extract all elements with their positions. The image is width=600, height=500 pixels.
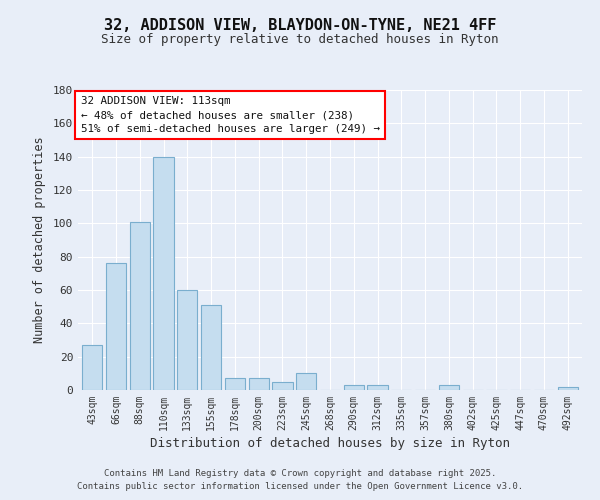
Text: Size of property relative to detached houses in Ryton: Size of property relative to detached ho… <box>101 32 499 46</box>
Bar <box>225 378 245 390</box>
Y-axis label: Number of detached properties: Number of detached properties <box>33 136 46 344</box>
X-axis label: Distribution of detached houses by size in Ryton: Distribution of detached houses by size … <box>150 437 510 450</box>
Bar <box>439 385 459 390</box>
Text: 32 ADDISON VIEW: 113sqm
← 48% of detached houses are smaller (238)
51% of semi-d: 32 ADDISON VIEW: 113sqm ← 48% of detache… <box>80 96 380 134</box>
Bar <box>177 290 197 390</box>
Bar <box>82 345 103 390</box>
Bar <box>557 386 578 390</box>
Bar <box>248 378 269 390</box>
Bar <box>201 305 221 390</box>
Bar <box>296 374 316 390</box>
Text: Contains public sector information licensed under the Open Government Licence v3: Contains public sector information licen… <box>77 482 523 491</box>
Text: 32, ADDISON VIEW, BLAYDON-ON-TYNE, NE21 4FF: 32, ADDISON VIEW, BLAYDON-ON-TYNE, NE21 … <box>104 18 496 32</box>
Bar <box>154 156 173 390</box>
Text: Contains HM Land Registry data © Crown copyright and database right 2025.: Contains HM Land Registry data © Crown c… <box>104 468 496 477</box>
Bar <box>367 385 388 390</box>
Bar <box>106 264 126 390</box>
Bar <box>344 385 364 390</box>
Bar <box>272 382 293 390</box>
Bar <box>130 222 150 390</box>
